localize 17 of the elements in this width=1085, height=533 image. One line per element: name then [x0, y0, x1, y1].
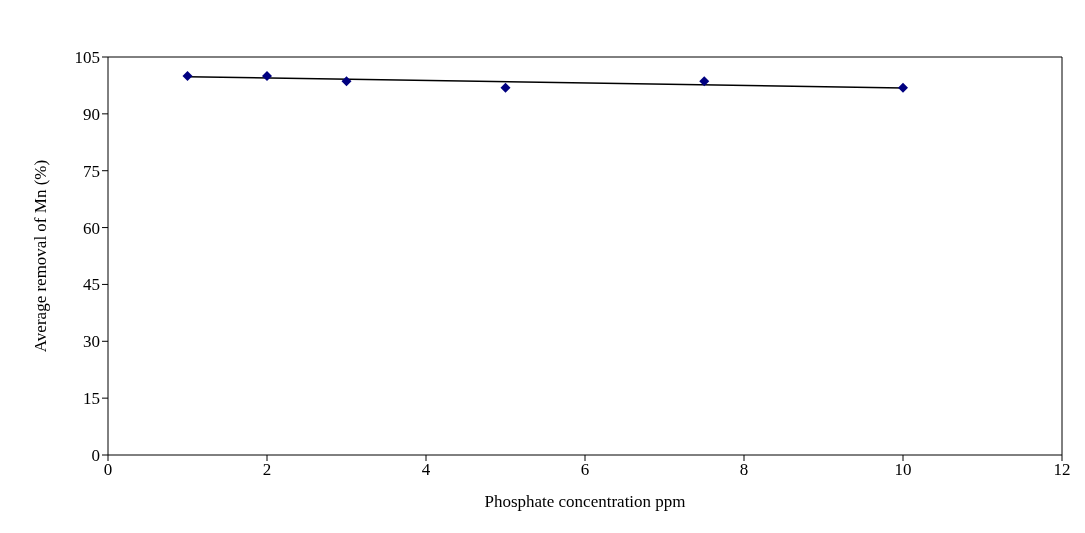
y-tick-label: 45: [83, 275, 100, 295]
x-tick-label: 6: [580, 460, 590, 480]
y-tick-label: 30: [83, 332, 100, 352]
x-tick-label: 0: [103, 460, 113, 480]
y-tick-label: 60: [83, 218, 100, 238]
x-axis-title: Phosphate concentration ppm: [484, 492, 686, 511]
y-tick-label: 105: [74, 48, 100, 68]
x-tick-label: 12: [1053, 460, 1071, 480]
y-axis-title: Average removal of Mn (%): [31, 159, 51, 353]
y-tick-label: 15: [83, 389, 100, 409]
y-tick-label: 75: [83, 161, 100, 181]
y-tick-label: 90: [83, 104, 100, 124]
x-tick-label: 8: [739, 460, 749, 480]
x-tick-label: 4: [421, 460, 431, 480]
y-tick-label: 0: [91, 446, 100, 466]
x-tick-label: 10: [894, 460, 912, 480]
x-tick-label: 2: [262, 460, 272, 480]
